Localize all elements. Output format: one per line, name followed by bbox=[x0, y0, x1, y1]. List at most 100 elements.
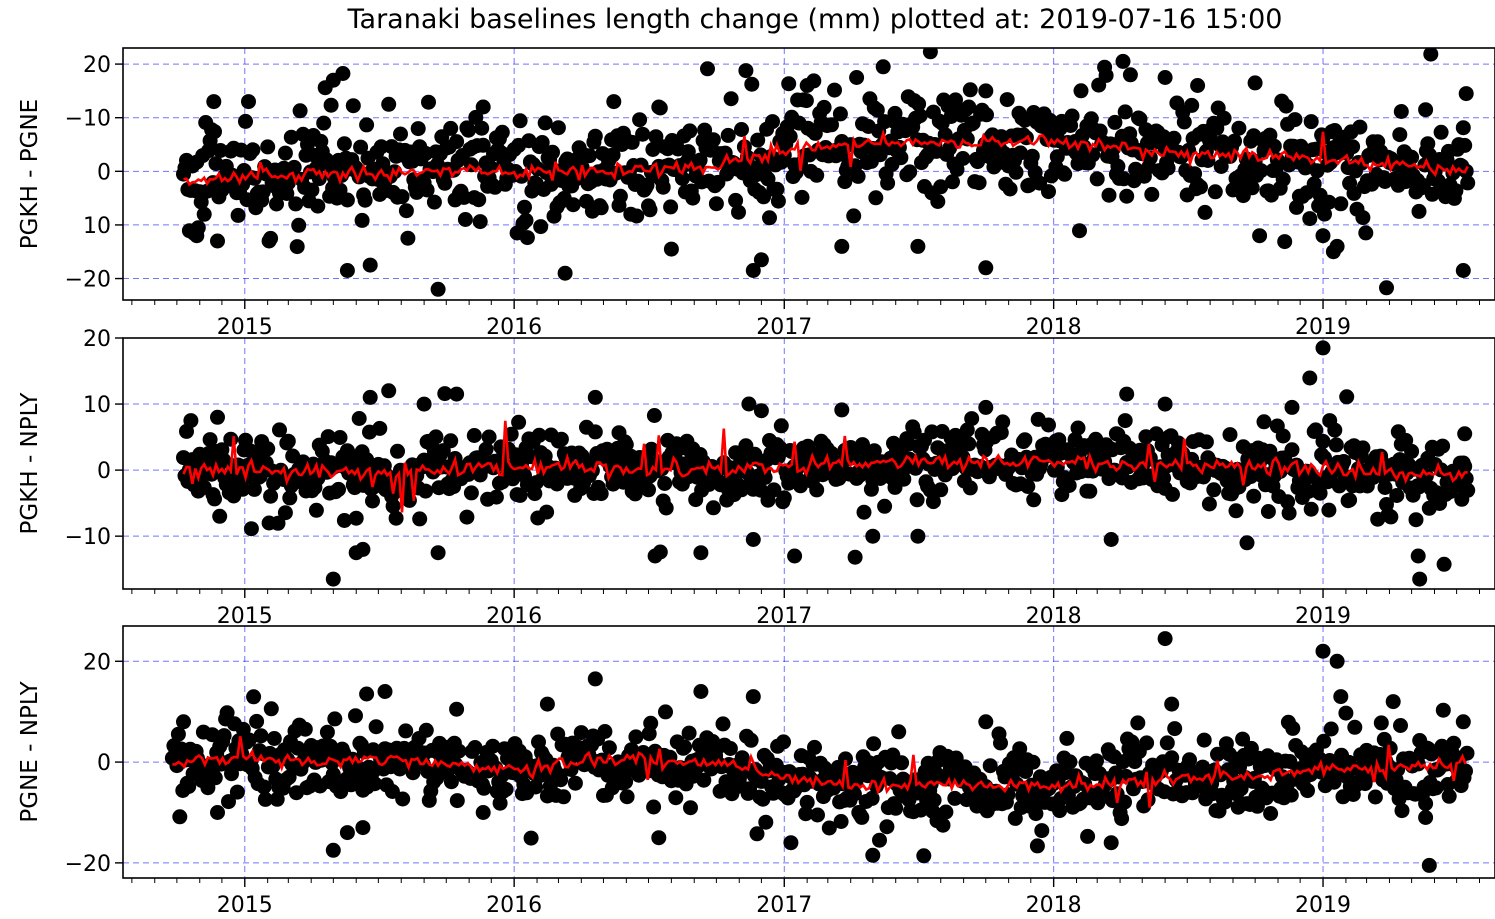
data-point bbox=[762, 210, 777, 226]
data-point-outlier bbox=[1315, 340, 1331, 356]
data-point bbox=[864, 790, 880, 806]
data-point bbox=[1092, 123, 1108, 139]
data-point bbox=[498, 781, 514, 797]
data-point bbox=[1193, 179, 1208, 195]
data-point bbox=[849, 70, 865, 85]
data-point bbox=[1041, 417, 1056, 433]
data-point bbox=[1213, 159, 1229, 174]
data-point-outlier bbox=[430, 281, 446, 297]
data-point bbox=[655, 179, 671, 195]
data-point bbox=[1139, 735, 1155, 751]
data-point bbox=[971, 175, 987, 191]
data-point bbox=[798, 806, 814, 822]
data-point-outlier bbox=[1284, 399, 1300, 415]
data-point bbox=[962, 480, 978, 496]
data-point bbox=[887, 105, 903, 121]
data-point bbox=[715, 716, 731, 732]
data-point-outlier bbox=[183, 413, 199, 429]
panel-pgne-nply: PGNE - NPLY 20 0 −20 2015 2016 2017 2018 2019 bbox=[17, 625, 1495, 918]
data-point bbox=[593, 200, 609, 216]
data-point bbox=[1460, 482, 1476, 498]
data-point bbox=[1303, 501, 1319, 517]
data-point bbox=[749, 826, 765, 842]
data-point bbox=[618, 437, 634, 452]
data-point-outlier bbox=[1247, 75, 1263, 91]
data-point bbox=[793, 478, 808, 494]
data-point-outlier bbox=[449, 701, 465, 717]
data-point bbox=[1061, 478, 1077, 493]
data-point bbox=[1110, 158, 1126, 174]
data-point-outlier bbox=[416, 396, 432, 412]
x-tick-label: 2019 bbox=[1295, 604, 1351, 629]
data-point bbox=[316, 115, 332, 131]
trend-line bbox=[172, 736, 1467, 808]
data-point bbox=[1317, 206, 1332, 222]
panel-pgkh-nply: PGKH - NPLY 20 10 0 −10 2015 2016 2017 2018 2019 bbox=[17, 327, 1495, 629]
data-point bbox=[1393, 104, 1409, 119]
data-point-outlier bbox=[1329, 653, 1345, 669]
data-point bbox=[680, 144, 696, 160]
data-point bbox=[348, 510, 364, 526]
data-point bbox=[1321, 194, 1337, 210]
data-point bbox=[1339, 389, 1355, 405]
data-point bbox=[1020, 479, 1036, 494]
data-point bbox=[1222, 427, 1238, 443]
data-point bbox=[172, 809, 188, 825]
y-axis-label: PGKH - PGNE bbox=[17, 99, 43, 249]
data-point bbox=[336, 136, 352, 152]
data-point bbox=[855, 437, 870, 453]
data-point bbox=[888, 800, 904, 816]
data-point bbox=[394, 189, 410, 205]
data-point bbox=[982, 758, 998, 774]
data-point bbox=[933, 179, 949, 195]
data-point bbox=[668, 790, 684, 806]
data-point-outlier bbox=[210, 805, 225, 820]
data-point bbox=[866, 736, 882, 752]
axes-frame bbox=[122, 337, 1495, 590]
axes-frame bbox=[122, 47, 1495, 301]
data-point bbox=[961, 99, 977, 115]
data-point-outlier bbox=[362, 257, 378, 273]
data-point bbox=[738, 63, 754, 79]
data-point bbox=[537, 115, 553, 131]
data-point bbox=[563, 762, 579, 777]
data-point bbox=[1323, 721, 1339, 737]
data-point bbox=[1072, 223, 1087, 239]
data-point bbox=[1347, 719, 1363, 735]
data-point bbox=[1435, 702, 1451, 718]
data-point bbox=[367, 776, 383, 792]
data-point bbox=[722, 741, 738, 756]
data-point bbox=[466, 428, 482, 443]
data-point bbox=[868, 190, 884, 206]
data-point bbox=[567, 775, 583, 791]
data-point bbox=[833, 814, 849, 829]
data-point-outlier bbox=[1103, 532, 1119, 547]
data-point-outlier bbox=[910, 528, 926, 544]
data-point bbox=[1114, 811, 1130, 827]
data-point bbox=[310, 198, 326, 214]
data-point bbox=[657, 476, 673, 491]
data-point-outlier bbox=[834, 238, 850, 254]
trend-line bbox=[183, 129, 1469, 187]
y-tick-label: 10 bbox=[83, 214, 111, 239]
data-point bbox=[846, 786, 862, 802]
data-point-outlier bbox=[189, 228, 205, 244]
data-point bbox=[769, 181, 785, 197]
data-point bbox=[648, 129, 664, 145]
data-point bbox=[635, 126, 651, 142]
data-point bbox=[291, 217, 307, 233]
data-point bbox=[1062, 754, 1078, 770]
data-point bbox=[272, 422, 287, 438]
data-point-outlier bbox=[978, 399, 994, 415]
data-point bbox=[1420, 136, 1436, 152]
data-point bbox=[838, 751, 853, 767]
data-point bbox=[1029, 838, 1045, 854]
x-tick-label: 2019 bbox=[1295, 893, 1351, 918]
data-point-outlier bbox=[206, 94, 222, 110]
data-point bbox=[850, 168, 866, 184]
data-point bbox=[345, 98, 361, 114]
y-tick-label: 20 bbox=[83, 53, 111, 78]
data-point bbox=[565, 197, 581, 213]
data-point bbox=[485, 738, 501, 754]
data-point bbox=[1117, 413, 1133, 429]
